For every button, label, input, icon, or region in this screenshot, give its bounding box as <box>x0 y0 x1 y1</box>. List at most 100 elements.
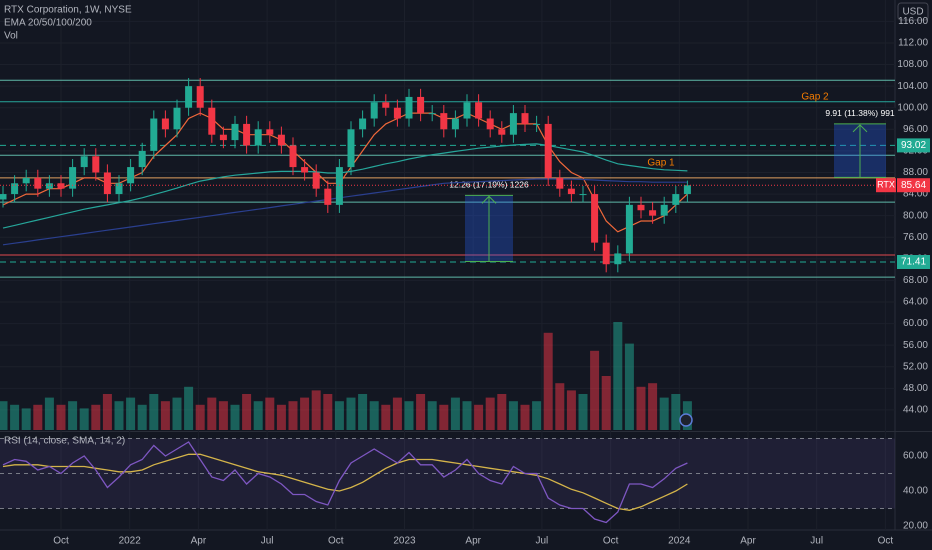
y-tick-label: 116.00 <box>898 16 928 27</box>
candle-body <box>359 118 367 130</box>
volume-bar <box>381 404 391 430</box>
volume-bar <box>601 376 611 430</box>
y-tick-label: 52.00 <box>903 361 928 372</box>
volume-bar <box>10 404 20 430</box>
volume-bar <box>323 394 333 430</box>
volume-bar <box>555 383 565 430</box>
candle-body <box>417 96 425 114</box>
candle-body <box>57 183 65 189</box>
tool-icon[interactable] <box>679 413 693 427</box>
volume-bar <box>311 390 321 430</box>
volume-bar <box>404 401 414 430</box>
volume-bar <box>0 401 8 430</box>
candle-body <box>475 102 483 119</box>
x-tick-label: Apr <box>740 536 756 547</box>
volume-bar <box>300 397 310 430</box>
x-tick-label: Oct <box>878 536 894 547</box>
candle-body <box>34 177 42 189</box>
y-tick-label: 60.00 <box>903 318 928 329</box>
candle-body <box>289 145 297 168</box>
candle-body <box>660 204 668 216</box>
x-tick-label: Oct <box>603 536 619 547</box>
volume-bar <box>218 401 228 430</box>
price-badge-label: 85.64 <box>901 180 926 191</box>
candle-body <box>22 177 30 184</box>
candle-body <box>625 204 633 254</box>
volume-bar <box>648 383 658 430</box>
candle-body <box>312 172 320 189</box>
volume-bar <box>114 401 124 430</box>
candle-body <box>405 96 413 119</box>
candle-body <box>683 185 691 195</box>
candle-body <box>533 123 541 125</box>
volume-bar <box>149 394 159 430</box>
y-tick-label: 108.00 <box>897 59 928 70</box>
candle-body <box>463 102 471 119</box>
candle-body <box>92 156 100 173</box>
candle-body <box>45 183 53 189</box>
y-tick-label: 100.00 <box>897 102 928 113</box>
volume-bar <box>427 401 437 430</box>
price-badge-label: 71.41 <box>901 257 926 268</box>
volume-label: Vol <box>4 31 18 42</box>
volume-bar <box>636 386 646 430</box>
volume-bar <box>172 397 182 430</box>
volume-bar <box>253 401 263 430</box>
volume-bar <box>195 404 205 430</box>
candle-body <box>277 134 285 146</box>
y-tick-label: 80.00 <box>903 210 928 221</box>
measure-arrowhead <box>852 124 868 133</box>
volume-bar <box>450 397 460 430</box>
y-tick-label: 44.00 <box>903 405 928 416</box>
volume-bar <box>137 404 147 430</box>
x-tick-label: Jul <box>810 536 823 547</box>
candle-body <box>208 107 216 135</box>
ema-line <box>2 143 688 229</box>
candle-body <box>243 123 251 146</box>
rsi-sma <box>2 453 688 511</box>
candle-body <box>324 188 332 205</box>
annotation: Gap 1 <box>647 158 675 169</box>
candle-body <box>544 123 552 178</box>
rsi-tick-label: 20.00 <box>903 521 928 532</box>
volume-bar <box>474 404 484 430</box>
candle-body <box>509 113 517 135</box>
volume-bar <box>566 390 576 430</box>
chart-title: RTX Corporation, 1W, NYSE <box>4 5 132 16</box>
y-tick-label: 112.00 <box>898 38 928 49</box>
volume-bar <box>497 394 507 430</box>
candle-body <box>138 150 146 168</box>
volume-bar <box>242 394 252 430</box>
volume-bar <box>276 404 286 430</box>
indicator-label: EMA 20/50/100/200 <box>4 18 92 29</box>
candle-body <box>672 194 680 205</box>
volume-bar <box>624 343 634 430</box>
measure-label: 12.26 (17.19%) 1226 <box>449 180 529 190</box>
volume-bar <box>207 397 217 430</box>
volume-bar <box>346 397 356 430</box>
x-tick-label: Oct <box>53 536 69 547</box>
currency-box[interactable] <box>897 2 929 21</box>
x-tick-label: 2023 <box>393 536 416 547</box>
volume-bar <box>79 408 89 430</box>
candle-body <box>347 129 355 168</box>
volume-bar <box>33 404 43 430</box>
rsi-pane <box>0 432 895 530</box>
candle-body <box>498 129 506 135</box>
volume-bar <box>578 394 588 430</box>
candle-body <box>266 129 274 135</box>
volume-bar <box>508 401 518 430</box>
rsi-title: RSI (14, close, SMA, 14, 2) <box>4 436 125 447</box>
x-tick-label: 2024 <box>668 536 691 547</box>
candle-body <box>440 113 448 130</box>
y-tick-label: 76.00 <box>903 232 928 243</box>
candle-body <box>103 172 111 195</box>
volume-bar <box>613 322 623 430</box>
measure-label: 9.91 (11.38%) 991 <box>825 108 895 118</box>
candle-body <box>335 167 343 205</box>
x-tick-label: Jul <box>261 536 274 547</box>
volume-bar <box>56 404 66 430</box>
currency[interactable]: USD <box>902 7 923 18</box>
y-tick-label: 84.00 <box>903 189 928 200</box>
